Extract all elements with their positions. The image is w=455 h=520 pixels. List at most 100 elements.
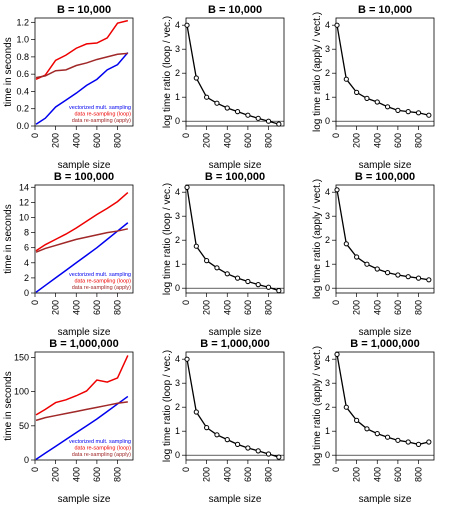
series-line: [336, 25, 429, 116]
legend-entry: data re-sampling (loop): [74, 446, 131, 452]
y-axis-label: log time ratio (loop / vec.): [162, 16, 173, 128]
y-axis-label: log time ratio (loop / vec.): [162, 183, 173, 295]
data-point: [193, 409, 199, 415]
data-point: [395, 107, 401, 114]
x-tick-label: 600: [393, 300, 403, 315]
y-tick-label: 0: [24, 455, 29, 465]
x-tick-label: 200: [352, 133, 362, 148]
x-tick-label: 0: [30, 300, 40, 305]
x-tick-label: 600: [243, 300, 253, 315]
data-point: [334, 351, 340, 357]
y-tick-label: 4: [175, 20, 180, 30]
data-point: [405, 439, 411, 445]
data-point: [204, 425, 210, 431]
x-tick-label: 600: [393, 133, 403, 148]
x-tick-label: 0: [331, 300, 341, 305]
data-point: [374, 431, 380, 437]
x-tick-label: 600: [243, 133, 253, 148]
data-point: [415, 275, 422, 281]
data-point: [426, 112, 432, 118]
panel-title: B = 1,000,000: [350, 338, 419, 350]
x-tick-label: 600: [92, 467, 102, 482]
data-point: [245, 278, 251, 285]
x-tick-label: 600: [92, 300, 102, 315]
series-line: [35, 52, 128, 79]
plot-frame: [34, 184, 134, 294]
legend-entry: vectorized mult. sampling: [69, 439, 131, 445]
y-tick-label: 50: [19, 421, 29, 431]
y-tick-label: 3: [325, 44, 330, 54]
series-line: [336, 354, 429, 446]
panel-title: B = 10,000: [57, 4, 111, 16]
data-point: [364, 426, 370, 432]
y-tick-label: 1: [325, 426, 330, 436]
data-point: [265, 284, 272, 290]
x-tick-label: 400: [372, 300, 382, 315]
x-tick-label: 200: [51, 467, 61, 482]
plot-frame: [34, 17, 134, 127]
y-tick-label: 1: [175, 259, 180, 269]
data-point: [374, 99, 380, 105]
data-point: [255, 282, 261, 288]
x-tick-label: 800: [264, 300, 274, 315]
data-point: [364, 261, 370, 267]
y-tick-label: 1.2: [16, 17, 29, 27]
series-line: [35, 222, 129, 293]
panel-1: B = 10,000 0 200 400 600 800 0.0 0.2 0.4 0.6 0.8 1.…: [3, 4, 134, 171]
y-tick-label: 150: [14, 352, 29, 362]
x-axis-label: sample size: [58, 160, 111, 171]
data-point: [184, 22, 190, 28]
data-point: [193, 243, 199, 249]
y-tick-label: 4: [175, 354, 180, 364]
y-tick-label: 14: [19, 182, 29, 192]
panel-2: B = 10,000 0 200 400 600 800 0 1 2 3 4 sample size l…: [162, 4, 285, 171]
x-tick-label: 0: [181, 300, 191, 305]
x-tick-label: 800: [414, 300, 424, 315]
x-tick-label: 800: [113, 467, 123, 482]
data-point: [354, 89, 360, 96]
x-tick-label: 400: [222, 133, 232, 148]
x-tick-label: 400: [71, 467, 81, 482]
panel-title: B = 1,000,000: [49, 338, 118, 350]
data-point: [354, 417, 360, 423]
legend-entry: data re-sampling (apply): [72, 285, 131, 291]
panel-title: B = 100,000: [205, 171, 265, 183]
panel-8: B = 1,000,000 0 200 400 600 800 0 1 2 3 4 sample si…: [162, 338, 285, 505]
x-axis-label: sample size: [209, 160, 262, 171]
x-tick-label: 600: [243, 467, 253, 482]
data-point: [334, 22, 340, 28]
x-tick-label: 400: [71, 133, 81, 148]
data-point: [426, 277, 432, 283]
y-tick-label: 4: [325, 187, 330, 197]
y-tick-label: 1: [175, 426, 180, 436]
data-point: [426, 439, 432, 445]
data-point: [364, 95, 370, 102]
y-tick-label: 2: [325, 68, 330, 78]
y-tick-label: 1.0: [16, 35, 29, 45]
series-line: [35, 228, 129, 253]
series-line: [186, 25, 280, 125]
data-point: [384, 270, 391, 276]
y-axis-label: time in seconds: [3, 204, 14, 273]
y-tick-label: 4: [24, 258, 29, 268]
series-line: [35, 355, 129, 416]
data-point: [343, 404, 349, 410]
data-point: [415, 441, 422, 447]
legend-entry: vectorized mult. sampling: [69, 105, 131, 111]
data-point: [384, 434, 391, 440]
legend-entry: vectorized mult. sampling: [69, 272, 131, 278]
data-point: [255, 448, 261, 454]
y-tick-label: 0.2: [16, 104, 29, 114]
data-point: [343, 241, 349, 247]
x-tick-label: 600: [393, 467, 403, 482]
y-tick-label: 12: [19, 197, 29, 207]
y-tick-label: 0: [175, 116, 180, 126]
data-point: [245, 112, 251, 118]
data-point: [415, 110, 422, 116]
panel-3: B = 10,000 0 200 400 600 800 0 1 2 3 4 sample size l…: [312, 4, 435, 171]
x-axis-label: sample size: [209, 327, 262, 338]
x-tick-label: 200: [202, 300, 212, 315]
y-tick-label: 100: [14, 387, 29, 397]
legend-entry: data re-sampling (loop): [74, 279, 131, 285]
data-point: [405, 274, 411, 280]
